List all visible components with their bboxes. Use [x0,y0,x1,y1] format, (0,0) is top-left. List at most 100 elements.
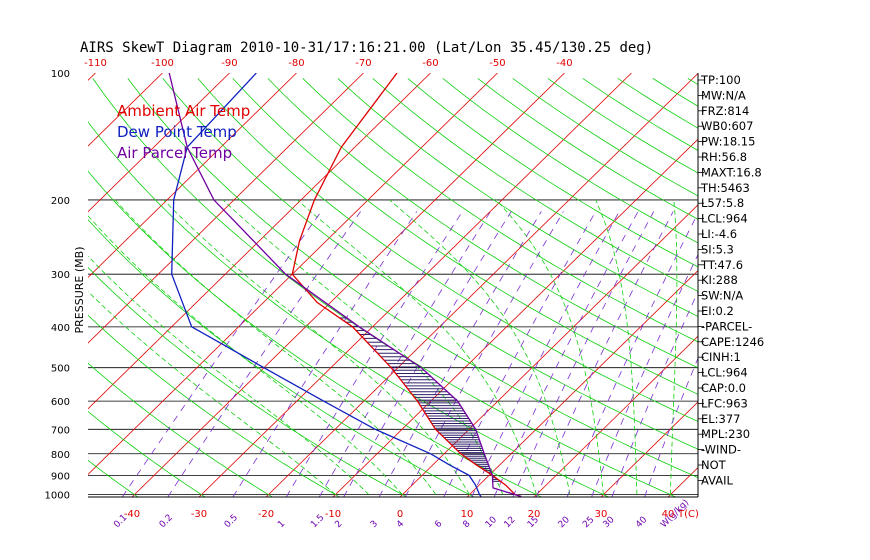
sounding-index: WB0:607 [701,119,753,133]
sounding-index: SW:N/A [701,289,743,303]
top-temp-tick-label: -50 [489,58,505,69]
sounding-index: L57:5.8 [701,196,744,210]
isotherm-line [802,73,870,497]
dry-adiabat-line [88,266,407,497]
dry-adiabat-line [88,362,273,497]
pressure-tick-label: 1000 [45,491,70,502]
isotherm-line [332,138,698,497]
top-temp-tick-label: -100 [151,58,174,69]
dry-adiabat-line [88,170,542,497]
sounding-index: TP:100 [700,73,741,87]
mixing-ratio-tick-label: 40 [634,515,649,530]
sounding-index: CAPE:1246 [701,335,764,349]
moist-adiabat-line [88,255,370,495]
isotherm-line [88,73,230,213]
top-temp-tick-label: -70 [355,58,371,69]
moist-adiabat-line [595,199,638,495]
isotherm-line [0,73,28,497]
bottom-temp-tick-label: 0 [397,509,403,520]
bottom-temp-tick-label: -20 [258,509,274,520]
pressure-tick-label: 800 [51,450,70,461]
sounding-index: AVAIL [701,473,734,487]
dry-adiabat-line [407,78,698,268]
sounding-index: CINH:1 [701,350,741,364]
bottom-temp-tick-label: 10 [461,509,474,520]
bottom-temp-tick-label: -30 [191,509,207,520]
dry-adiabat-line [88,314,340,497]
dry-adiabat-line [372,78,698,292]
mixing-ratio-line [404,211,564,497]
isotherm-line [88,73,431,410]
dry-adiabat-line [477,78,698,220]
pressure-tick-label: 900 [51,471,70,482]
mixing-ratio-line [644,357,698,497]
dry-adiabat-line [88,459,139,497]
mixing-ratio-line [512,211,655,497]
mixing-ratio-line [232,211,418,497]
isotherm-line [265,73,698,497]
parcel-temp-line [168,73,522,497]
pressure-tick-label: 500 [51,364,70,375]
top-temp-tick-label: -40 [556,58,572,69]
isotherm-line [533,335,698,497]
isotherm-line [88,73,498,476]
sounding-index: TH:5463 [700,181,750,195]
mixing-ratio-line [535,211,674,497]
sounding-index: MW:N/A [701,88,746,102]
mixing-ratio-line [493,211,639,497]
mixing-ratio-tick-label: 0.2 [158,513,175,530]
sounding-index: LCL:964 [701,366,748,380]
dry-adiabat-line [652,78,698,107]
mixing-ratio-tick-label: 12 [503,515,518,530]
moist-adiabat-line [88,290,336,495]
isotherm-line [88,73,364,344]
mixing-ratio-line [285,211,463,497]
sounding-index: FRZ:814 [701,104,749,118]
mixing-ratio-tick-label: 0.5 [223,513,240,530]
mixing-ratio-line [443,211,597,497]
mixing-ratio-tick-label: 1 [276,519,287,530]
mixing-ratio-line [167,211,361,497]
top-temp-tick-label: -90 [221,58,237,69]
mixing-ratio-tick-label: 20 [557,515,572,530]
top-temp-tick-label: -110 [84,58,107,69]
pressure-tick-label: 600 [51,397,70,408]
sounding-index: SI:5.3 [701,242,734,256]
legend-entry: Dew Point Temp [117,123,237,141]
mixing-ratio-tick-label: 10 [484,515,499,530]
isotherm-line [88,73,163,147]
dry-adiabat-line [92,78,676,497]
dry-adiabat-line [232,78,698,395]
pressure-tick-label: 100 [51,69,70,80]
dew-point-line [171,73,482,497]
mixing-ratio-line [318,211,491,497]
bottom-temp-tick-label: -40 [124,509,140,520]
moist-adiabat-line [222,199,504,495]
sounding-index: RH:56.8 [701,150,747,164]
sounding-index: MAXT:16.8 [701,165,762,179]
pressure-tick-label: 200 [51,196,70,207]
bottom-temp-tick-label: 30 [595,509,608,520]
x-axis-unit-label: T(C) [677,509,699,520]
moist-adiabat-line [114,199,437,495]
sounding-index: NOT [701,458,727,472]
dry-adiabat-line [127,78,698,479]
mixing-ratio-tick-label: 2 [333,519,344,530]
mixing-ratio-line [611,290,698,497]
isotherm-line [466,269,698,497]
bottom-temp-tick-label: -10 [325,509,341,520]
pressure-tick-label: 300 [51,270,70,281]
moist-adiabat-line [296,199,537,495]
mixing-ratio-tick-label: 1.5 [309,513,326,530]
moist-adiabat-line [88,215,403,495]
dry-adiabat-line [337,78,698,317]
cape-hatching [339,317,501,482]
isotherm-line [88,73,297,278]
mixing-ratio-tick-label: 6 [433,519,444,530]
bottom-temp-tick-label: 40 [662,509,675,520]
dry-adiabat-line [442,78,698,244]
sounding-index: MPL:230 [701,427,750,441]
dry-adiabat-line [88,219,475,497]
pressure-tick-label: 700 [51,425,70,436]
